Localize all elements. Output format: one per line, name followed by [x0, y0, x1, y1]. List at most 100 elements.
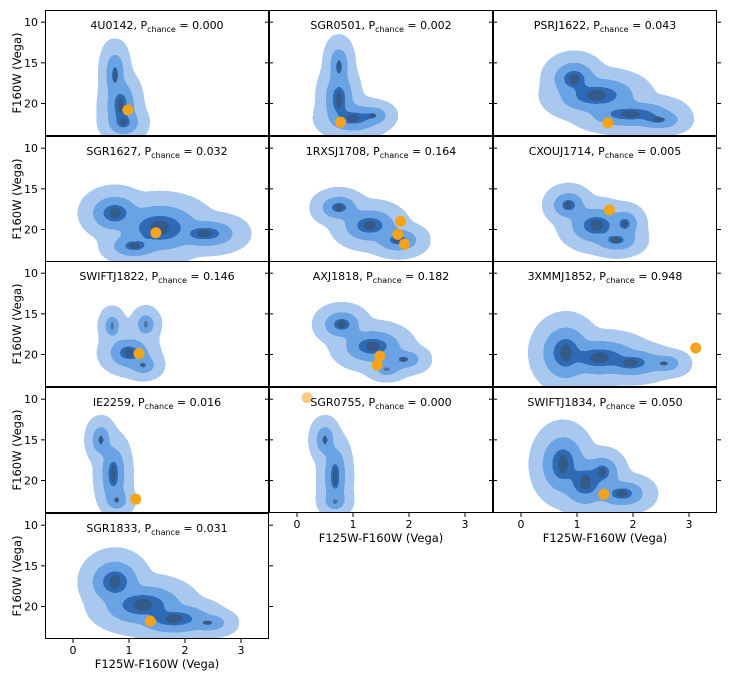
y-tick-label: 15 — [24, 57, 38, 70]
y-tick-label: 10 — [24, 393, 38, 406]
x-axis-label: F125W-F160W (Vega) — [95, 657, 220, 671]
source-point — [335, 116, 347, 128]
x-tick-label: 3 — [686, 518, 693, 531]
axis-labels-group: F160W (Vega) F160W (Vega) F160W (Vega) F160… — [10, 33, 667, 671]
kde-core — [337, 320, 347, 329]
source-point — [603, 204, 615, 216]
kde-core — [332, 499, 338, 505]
kde-core — [323, 434, 327, 445]
panel-frame — [269, 387, 493, 513]
x-tick-label: 1 — [126, 644, 133, 657]
panel-frame — [269, 10, 493, 136]
kde-core — [109, 207, 121, 219]
y-tick-label: 10 — [24, 267, 38, 280]
source-point — [399, 238, 411, 250]
y-axis-label: F160W (Vega) — [10, 536, 24, 617]
panel-frame — [493, 387, 717, 513]
kde-core — [119, 118, 128, 127]
panel-sgr1833: SGR1833, Pchance = 0.031 10 15 20 0 1 2 3 — [24, 513, 273, 657]
x-tick-label: 3 — [462, 518, 469, 531]
kde-core — [598, 467, 606, 478]
panel-cxouj1714: CXOUJ1714, Pchance = 0.005 — [489, 136, 721, 262]
kde-core — [564, 201, 573, 209]
kde-core — [621, 219, 628, 228]
panel-frame — [45, 261, 269, 387]
panel-frame — [493, 261, 717, 387]
kde-core — [337, 60, 341, 74]
kde-core — [590, 352, 609, 364]
y-tick-label: 15 — [24, 434, 38, 447]
kde-core — [133, 598, 153, 611]
y-tick-label: 10 — [24, 519, 38, 532]
kde-core — [332, 466, 338, 487]
panel-title: 4U0142, Pchance = 0.000 — [90, 19, 223, 34]
panel-title: AXJ1818, Pchance = 0.182 — [313, 270, 449, 285]
kde-core — [587, 89, 606, 101]
kde-core — [368, 113, 377, 119]
panel-title: CXOUJ1714, Pchance = 0.005 — [529, 145, 682, 160]
source-point — [301, 392, 313, 404]
panel-title: SGR1833, Pchance = 0.031 — [86, 522, 227, 537]
source-point — [602, 117, 614, 129]
panel-title: 1RXSJ1708, Pchance = 0.164 — [306, 145, 457, 160]
y-tick-label: 20 — [24, 97, 38, 110]
y-tick-label: 20 — [24, 474, 38, 487]
kde-core — [165, 614, 183, 624]
panel-title: SGR1627, Pchance = 0.032 — [86, 145, 227, 160]
x-tick-label: 0 — [518, 518, 525, 531]
kde-core — [616, 489, 628, 498]
panel-title: SGR0755, Pchance = 0.000 — [310, 396, 451, 411]
kde-core — [139, 362, 147, 368]
panel-sgr0755: SGR0755, Pchance = 0.000 0 1 2 3 — [265, 387, 497, 531]
x-tick-label: 0 — [70, 644, 77, 657]
x-axis-label: F125W-F160W (Vega) — [543, 531, 668, 545]
panel-title: IE2259, Pchance = 0.016 — [93, 396, 221, 411]
kde-core — [579, 474, 591, 490]
kde-core — [110, 322, 114, 330]
source-point — [133, 348, 145, 360]
y-tick-label: 15 — [24, 308, 38, 321]
kde-core — [383, 367, 390, 371]
y-axis-label: F160W (Vega) — [10, 33, 24, 114]
panel-title: 3XMMJ1852, Pchance = 0.948 — [528, 270, 683, 285]
source-point — [122, 104, 134, 116]
panel-psrj1622: PSRJ1622, Pchance = 0.043 — [489, 10, 721, 136]
panel-frame — [269, 261, 493, 387]
kde-core — [129, 242, 141, 249]
kde-core — [558, 454, 568, 474]
panel-swiftj1822: SWIFTJ1822, Pchance = 0.146 10 15 20 — [24, 261, 273, 387]
kde-core — [114, 497, 120, 503]
x-tick-label: 2 — [182, 644, 189, 657]
panel-4u0142: 4U0142, Pchance = 0.000 10 15 20 — [24, 10, 273, 136]
kde-core — [611, 237, 622, 243]
kde-core — [113, 67, 117, 83]
y-tick-label: 20 — [24, 348, 38, 361]
kde-core — [590, 220, 603, 231]
panel-1rxsj1708: 1RXSJ1708, Pchance = 0.164 — [265, 136, 497, 262]
kde-core — [197, 229, 212, 238]
source-point — [395, 215, 407, 227]
x-tick-label: 1 — [574, 518, 581, 531]
kde-core — [569, 73, 580, 85]
y-axis-label: F160W (Vega) — [10, 159, 24, 240]
x-tick-label: 0 — [294, 518, 301, 531]
panel-axj1818: AXJ1818, Pchance = 0.182 — [265, 261, 497, 387]
kde-core — [124, 348, 134, 358]
y-tick-label: 10 — [24, 16, 38, 29]
source-point — [150, 227, 162, 239]
panel-ie2259: IE2259, Pchance = 0.016 10 15 20 — [24, 387, 273, 513]
panel-title: SWIFTJ1834, Pchance = 0.050 — [527, 396, 682, 411]
source-point — [598, 488, 610, 500]
kde-core — [659, 361, 669, 366]
kde-core — [117, 97, 124, 113]
kde-core — [399, 356, 408, 362]
panel-frame — [493, 10, 717, 136]
kde-core — [110, 464, 116, 484]
kde-core — [652, 117, 664, 123]
source-point — [144, 615, 156, 627]
x-tick-label: 3 — [238, 644, 245, 657]
panel-frame — [45, 387, 269, 513]
kde-core — [560, 344, 572, 362]
panel-sgr0501: SGR0501, Pchance = 0.002 — [265, 10, 497, 136]
